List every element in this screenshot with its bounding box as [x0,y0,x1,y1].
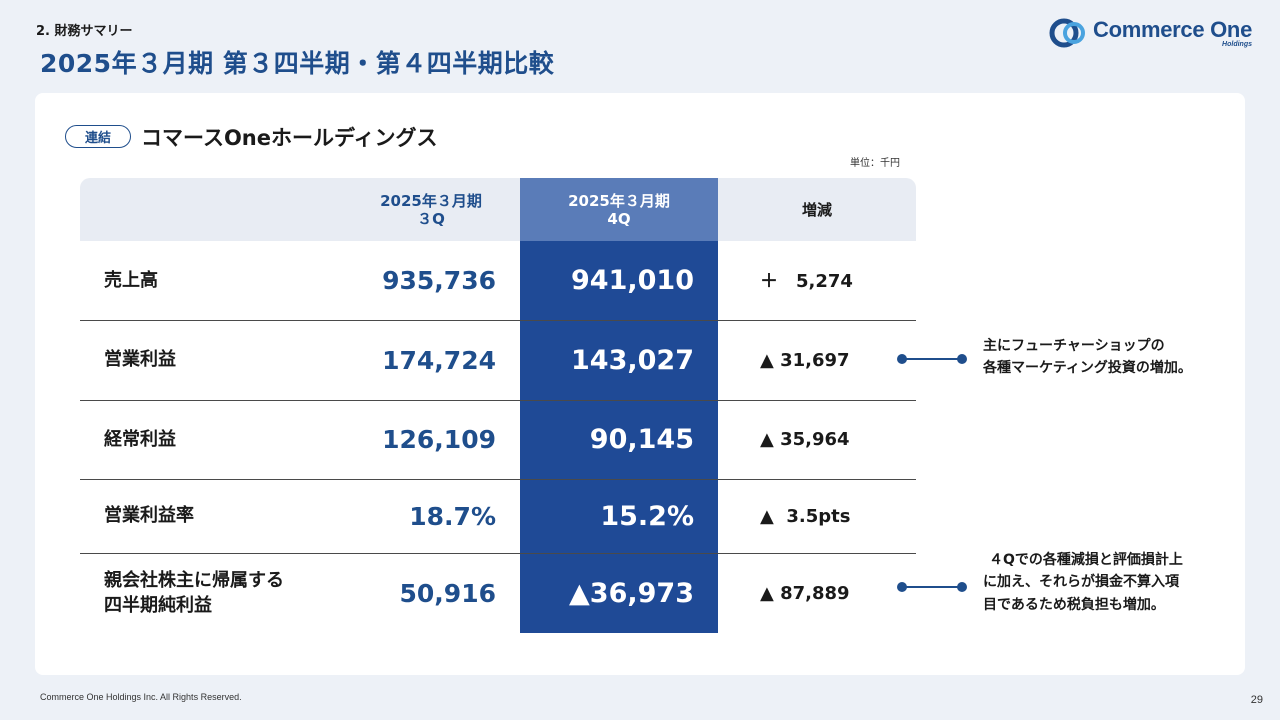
row-q3-value: 174,724 [342,320,520,401]
note-line: 各種マーケティング投資の増加。 [983,360,1192,377]
callout-line [902,586,962,588]
logo-sub: Holdings [1222,40,1252,48]
unit-label: 単位：千円 [850,158,900,169]
row-q4-value: 15.2% [520,479,718,554]
header-q3-line1: 2025年３月期 [380,191,482,210]
row-label: 経常利益 [80,400,342,480]
row-diff-value: ＋ 5,274 [718,241,916,321]
table-header-row: 2025年３月期 ３Q 2025年３月期 4Q 増減 [80,178,916,241]
note-line: 目であるため税負担も増加。 [983,596,1165,613]
row-q4-value: 941,010 [520,241,718,321]
row-q4-value: 143,027 [520,320,718,401]
financial-table: 2025年３月期 ３Q 2025年３月期 4Q 増減 売上高 935,736 9… [80,178,916,633]
table-row: 売上高 935,736 941,010 ＋ 5,274 [80,241,916,321]
logo-mark-icon [1049,18,1085,48]
header-cell-q3: 2025年３月期 ３Q [342,178,520,241]
row-q3-value: 126,109 [342,400,520,480]
row-label: 営業利益率 [80,479,342,554]
note-net-income: ４Qでの各種減損と評価損計上 に加え、それらが損金不算入項 目であるため税負担も… [983,549,1183,616]
consolidated-badge: 連結 [65,125,131,148]
note-line: 主にフューチャーショップの [983,338,1165,354]
note-line: に加え、それらが損金不算入項 [983,574,1179,591]
row-label: 営業利益 [80,320,342,401]
card-title: コマースOneホールディングス [141,126,438,150]
page-title: 2025年３月期 第３四半期・第４四半期比較 [40,49,555,78]
header-q3-line2: ３Q [417,209,445,228]
logo-name: Commerce One [1092,16,1252,42]
table-row: 営業利益 174,724 143,027 ▲ 31,697 [80,320,916,401]
row-label: 親会社株主に帰属する 四半期純利益 [104,570,284,617]
callout-line [902,358,962,360]
row-label: 売上高 [80,241,342,321]
row-q3-value: 18.7% [342,479,520,554]
row-diff-value: ▲ 87,889 [760,582,850,604]
header-cell-diff: 増減 [718,178,916,241]
page-number: 29 [1250,694,1263,706]
row-q4-value: 90,145 [520,400,718,480]
row-q3-value: 50,916 [399,578,496,608]
header-q4-line2: 4Q [607,209,631,228]
callout-dot-right [957,582,967,592]
row-diff-value: ▲ 31,697 [718,320,916,401]
copyright: Commerce One Holdings Inc. All Rights Re… [40,692,242,702]
table-row: 親会社株主に帰属する 四半期純利益 50,916 ▲36,973 ▲ 87,88… [80,553,916,633]
content-card: 連結 コマースOneホールディングス 単位：千円 2025年３月期 ３Q 202… [35,93,1245,675]
header-cell-label [80,178,342,241]
note-line: ４Qでの各種減損と評価損計上 [989,552,1183,568]
row-q3-value: 935,736 [342,241,520,321]
header-q4-line1: 2025年３月期 [568,191,670,210]
section-label: 2. 財務サマリー [36,24,133,39]
row-q4-value: ▲36,973 [520,553,718,633]
callout-dot-right [957,354,967,364]
header-cell-q4: 2025年３月期 4Q [520,178,718,241]
note-operating-profit: 主にフューチャーショップの 各種マーケティング投資の増加。 [983,335,1192,380]
row-diff-value: ▲ 35,964 [718,400,916,480]
table-row: 経常利益 126,109 90,145 ▲ 35,964 [80,400,916,480]
table-row: 営業利益率 18.7% 15.2% ▲ 3.5pts [80,479,916,554]
row-diff-value: ▲ 3.5pts [718,479,916,554]
company-logo: Commerce One Holdings [1049,16,1252,50]
